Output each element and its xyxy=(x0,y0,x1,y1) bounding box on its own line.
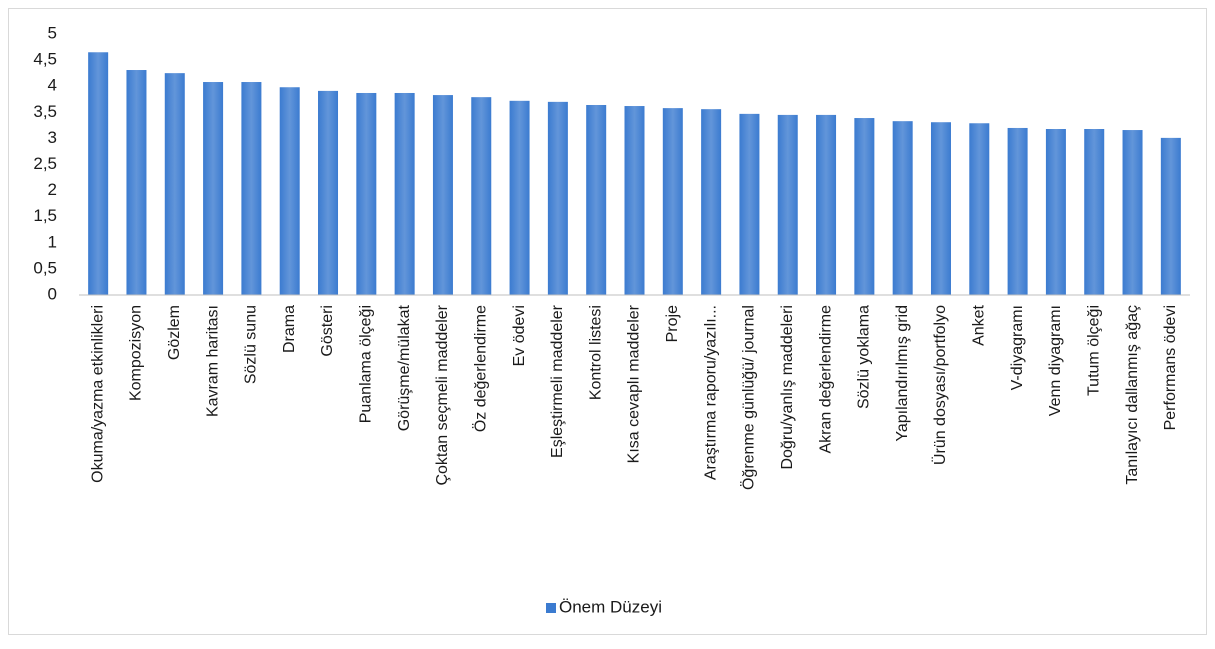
bar xyxy=(624,106,645,295)
x-tick-label: Sözlü sunu xyxy=(243,305,260,384)
x-tick-label: Kısa cevaplı maddeler xyxy=(626,304,643,463)
x-tick-label: Öğrenme günlüğü/ journal xyxy=(740,305,758,490)
bar xyxy=(126,70,147,295)
y-tick-label: 4,5 xyxy=(33,50,57,69)
legend-label: Önem Düzeyi xyxy=(559,597,662,616)
y-tick-label: 2 xyxy=(48,180,57,199)
x-tick-label: Gözlem xyxy=(166,305,183,360)
x-tick-label: Kontrol listesi xyxy=(587,305,604,400)
y-tick-label: 2,5 xyxy=(33,154,57,173)
x-tick-label: Venn diyagramı xyxy=(1047,305,1064,416)
x-tick-label: Ev ödevi xyxy=(511,305,528,366)
y-tick-label: 5 xyxy=(48,23,57,42)
bar xyxy=(432,95,453,295)
y-tick-label: 3,5 xyxy=(33,102,57,121)
x-tick-label: Puanlama ölçeği xyxy=(358,305,375,423)
y-tick-label: 3 xyxy=(48,128,57,147)
x-tick-label: Tanılayıcı dallanmış ağaç xyxy=(1124,305,1141,485)
x-tick-label: Drama xyxy=(281,305,298,353)
x-tick-label: Görüşme/mülakat xyxy=(396,304,413,431)
bar xyxy=(547,101,568,295)
bar xyxy=(471,97,492,295)
bar xyxy=(241,82,262,295)
x-tick-label: Okuma/yazma etkinlikleri xyxy=(89,305,106,483)
x-tick-label: Çoktan seçmeli maddeler xyxy=(434,304,451,485)
y-tick-label: 4 xyxy=(48,76,57,95)
bar xyxy=(816,114,837,295)
x-tick-label: Anket xyxy=(971,304,988,345)
x-tick-label: Proje xyxy=(664,305,681,342)
bar xyxy=(1007,127,1028,296)
bar xyxy=(854,118,875,296)
bar xyxy=(586,104,607,295)
bar xyxy=(969,123,990,296)
bar xyxy=(356,92,377,296)
bar xyxy=(662,108,683,296)
bar xyxy=(318,90,339,295)
bar xyxy=(164,73,185,296)
bar xyxy=(930,122,951,295)
x-tick-label: Kavram haritası xyxy=(204,305,221,417)
bar xyxy=(88,52,109,295)
x-tick-label: Gösteri xyxy=(319,305,336,357)
x-tick-label: Yapılandırılmış grid xyxy=(894,305,911,442)
bar xyxy=(701,109,722,295)
bar xyxy=(1045,129,1066,295)
bar xyxy=(509,100,530,295)
bar xyxy=(1084,129,1105,295)
bar xyxy=(739,113,760,295)
y-tick-label: 1 xyxy=(48,232,57,251)
bar xyxy=(892,121,913,295)
x-tick-label: Doğru/yanlış maddeleri xyxy=(779,305,796,470)
legend-swatch xyxy=(546,603,556,613)
x-tick-label: Araştırma raporu/yazılı... xyxy=(702,305,719,480)
x-tick-label: Öz değerlendirme xyxy=(471,305,489,432)
x-tick-label: Ürün dosyası/portfolyo xyxy=(931,305,949,465)
bar xyxy=(203,82,224,295)
bar xyxy=(777,114,798,295)
bar xyxy=(394,92,415,296)
x-tick-label: Akran değerlendirme xyxy=(817,305,834,454)
bar xyxy=(1160,137,1181,295)
y-tick-label: 1,5 xyxy=(33,206,57,225)
x-tick-label: Tutum ölçeği xyxy=(1085,305,1102,396)
bar xyxy=(1122,130,1143,295)
x-tick-label: Performans ödevi xyxy=(1162,305,1179,430)
y-tick-label: 0,5 xyxy=(33,258,57,277)
x-tick-label: Kompozisyon xyxy=(128,305,145,401)
x-tick-label: Sözlü yoklama xyxy=(856,305,873,409)
x-tick-label: Eşleştirmeli maddeler xyxy=(549,304,566,458)
x-tick-label: V-diyagramı xyxy=(1009,305,1026,390)
y-tick-label: 0 xyxy=(48,284,57,303)
bar xyxy=(279,87,300,295)
chart-border xyxy=(8,8,1207,635)
